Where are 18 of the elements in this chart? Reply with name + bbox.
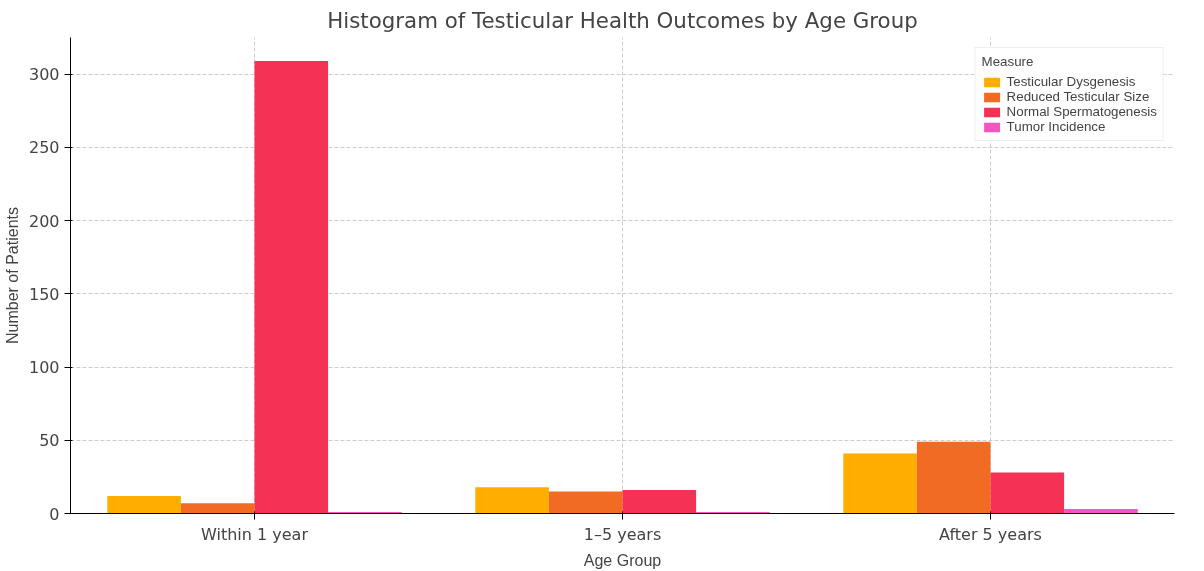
y-tick-label: 50 bbox=[39, 431, 60, 451]
legend-label: Normal Spermatogenesis bbox=[1006, 104, 1157, 119]
x-tick-label: After 5 years bbox=[939, 524, 1042, 544]
legend-label: Reduced Testicular Size bbox=[1006, 89, 1150, 104]
legend-title: Measure bbox=[981, 54, 1035, 69]
y-tick-label: 150 bbox=[28, 284, 60, 304]
y-tick-label: 200 bbox=[28, 211, 60, 231]
legend-label: Testicular Dysgenesis bbox=[1006, 74, 1136, 89]
x-axis-title: Age Group bbox=[583, 551, 662, 569]
y-tick-label: 250 bbox=[28, 138, 60, 158]
y-tick-label: 100 bbox=[28, 358, 60, 378]
x-tick-label: 1–5 years bbox=[583, 524, 662, 544]
chart-title: Histogram of Testicular Health Outcomes by Age Group bbox=[327, 7, 918, 33]
y-axis-title: Number of Patients bbox=[3, 207, 21, 344]
legend-label: Tumor Incidence bbox=[1006, 119, 1106, 134]
y-tick-label: 0 bbox=[49, 504, 60, 524]
y-tick-label: 300 bbox=[28, 65, 60, 85]
x-tick-label: Within 1 year bbox=[201, 524, 309, 544]
